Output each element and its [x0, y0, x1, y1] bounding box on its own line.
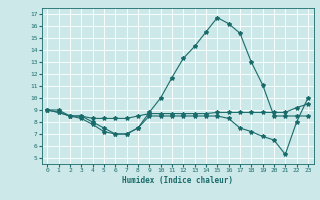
X-axis label: Humidex (Indice chaleur): Humidex (Indice chaleur): [122, 176, 233, 185]
